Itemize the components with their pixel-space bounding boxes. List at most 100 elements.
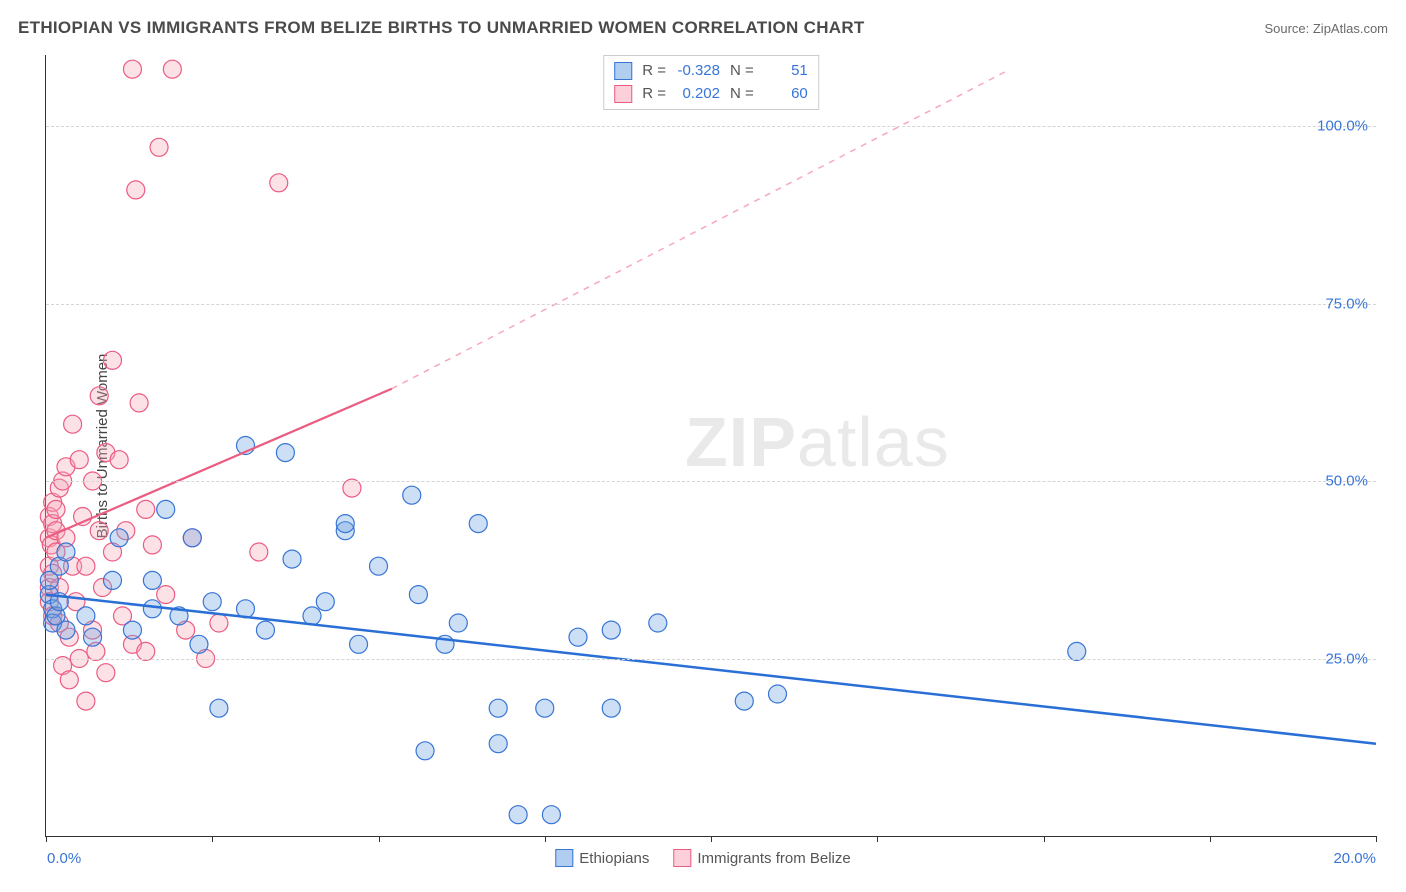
data-point — [60, 671, 78, 689]
data-point — [97, 664, 115, 682]
data-point — [183, 529, 201, 547]
data-point — [449, 614, 467, 632]
data-point — [143, 571, 161, 589]
x-tick — [46, 836, 47, 842]
x-tick — [1210, 836, 1211, 842]
data-point — [84, 628, 102, 646]
data-point — [416, 742, 434, 760]
gridline — [46, 304, 1376, 305]
data-point — [336, 515, 354, 533]
legend-series: Ethiopians Immigrants from Belize — [555, 849, 850, 867]
data-point — [489, 699, 507, 717]
data-point — [137, 500, 155, 518]
data-point — [569, 628, 587, 646]
data-point — [127, 181, 145, 199]
data-point — [143, 600, 161, 618]
trend-line — [392, 69, 1010, 389]
data-point — [509, 806, 527, 824]
data-point — [283, 550, 301, 568]
data-point — [536, 699, 554, 717]
data-point — [350, 635, 368, 653]
data-point — [157, 586, 175, 604]
data-point — [77, 607, 95, 625]
x-tick — [1376, 836, 1377, 842]
data-point — [110, 529, 128, 547]
legend-item: Immigrants from Belize — [673, 849, 850, 867]
data-point — [110, 451, 128, 469]
y-tick-label: 100.0% — [1317, 118, 1368, 135]
data-point — [57, 543, 75, 561]
data-point — [270, 174, 288, 192]
data-point — [370, 557, 388, 575]
x-tick — [711, 836, 712, 842]
trend-line — [46, 595, 1376, 744]
x-tick — [212, 836, 213, 842]
legend-stats: R = -0.328 N = 51 R = 0.202 N = 60 — [603, 55, 819, 110]
data-point — [90, 387, 108, 405]
legend-swatch-icon — [673, 849, 691, 867]
y-tick-label: 25.0% — [1325, 650, 1368, 667]
data-point — [90, 522, 108, 540]
data-point — [469, 515, 487, 533]
y-tick-label: 50.0% — [1325, 473, 1368, 490]
legend-r-value: 0.202 — [672, 83, 720, 106]
x-tick — [545, 836, 546, 842]
data-point — [769, 685, 787, 703]
data-point — [210, 614, 228, 632]
data-point — [47, 500, 65, 518]
data-point — [143, 536, 161, 554]
data-point — [542, 806, 560, 824]
data-point — [409, 586, 427, 604]
legend-swatch-icon — [555, 849, 573, 867]
data-point — [77, 557, 95, 575]
x-axis-min-label: 0.0% — [47, 850, 81, 867]
legend-n-label: N = — [730, 83, 754, 106]
data-point — [735, 692, 753, 710]
chart-canvas — [46, 55, 1376, 836]
data-point — [123, 621, 141, 639]
x-tick — [379, 836, 380, 842]
legend-swatch-icon — [614, 62, 632, 80]
y-tick-label: 75.0% — [1325, 295, 1368, 312]
data-point — [602, 621, 620, 639]
x-axis-max-label: 20.0% — [1333, 850, 1376, 867]
data-point — [210, 699, 228, 717]
trend-line — [46, 389, 392, 538]
data-point — [57, 621, 75, 639]
legend-item-label: Ethiopians — [579, 850, 649, 867]
data-point — [256, 621, 274, 639]
chart-source: Source: ZipAtlas.com — [1264, 21, 1388, 36]
data-point — [649, 614, 667, 632]
legend-swatch-icon — [614, 85, 632, 103]
plot-area: R = -0.328 N = 51 R = 0.202 N = 60 ZIPat… — [45, 55, 1376, 837]
data-point — [77, 692, 95, 710]
data-point — [602, 699, 620, 717]
data-point — [403, 486, 421, 504]
legend-n-value: 60 — [760, 83, 808, 106]
data-point — [150, 138, 168, 156]
legend-stats-row: R = 0.202 N = 60 — [614, 83, 808, 106]
data-point — [64, 415, 82, 433]
legend-n-value: 51 — [760, 60, 808, 83]
data-point — [123, 60, 141, 78]
x-tick — [1044, 836, 1045, 842]
data-point — [316, 593, 334, 611]
gridline — [46, 126, 1376, 127]
gridline — [46, 481, 1376, 482]
data-point — [303, 607, 321, 625]
chart-header: ETHIOPIAN VS IMMIGRANTS FROM BELIZE BIRT… — [18, 18, 1388, 38]
legend-r-value: -0.328 — [672, 60, 720, 83]
legend-r-label: R = — [642, 60, 666, 83]
legend-r-label: R = — [642, 83, 666, 106]
legend-stats-row: R = -0.328 N = 51 — [614, 60, 808, 83]
data-point — [489, 735, 507, 753]
data-point — [250, 543, 268, 561]
legend-item: Ethiopians — [555, 849, 649, 867]
data-point — [157, 500, 175, 518]
legend-item-label: Immigrants from Belize — [697, 850, 850, 867]
data-point — [104, 571, 122, 589]
chart-title: ETHIOPIAN VS IMMIGRANTS FROM BELIZE BIRT… — [18, 18, 865, 38]
data-point — [104, 351, 122, 369]
legend-n-label: N = — [730, 60, 754, 83]
data-point — [163, 60, 181, 78]
